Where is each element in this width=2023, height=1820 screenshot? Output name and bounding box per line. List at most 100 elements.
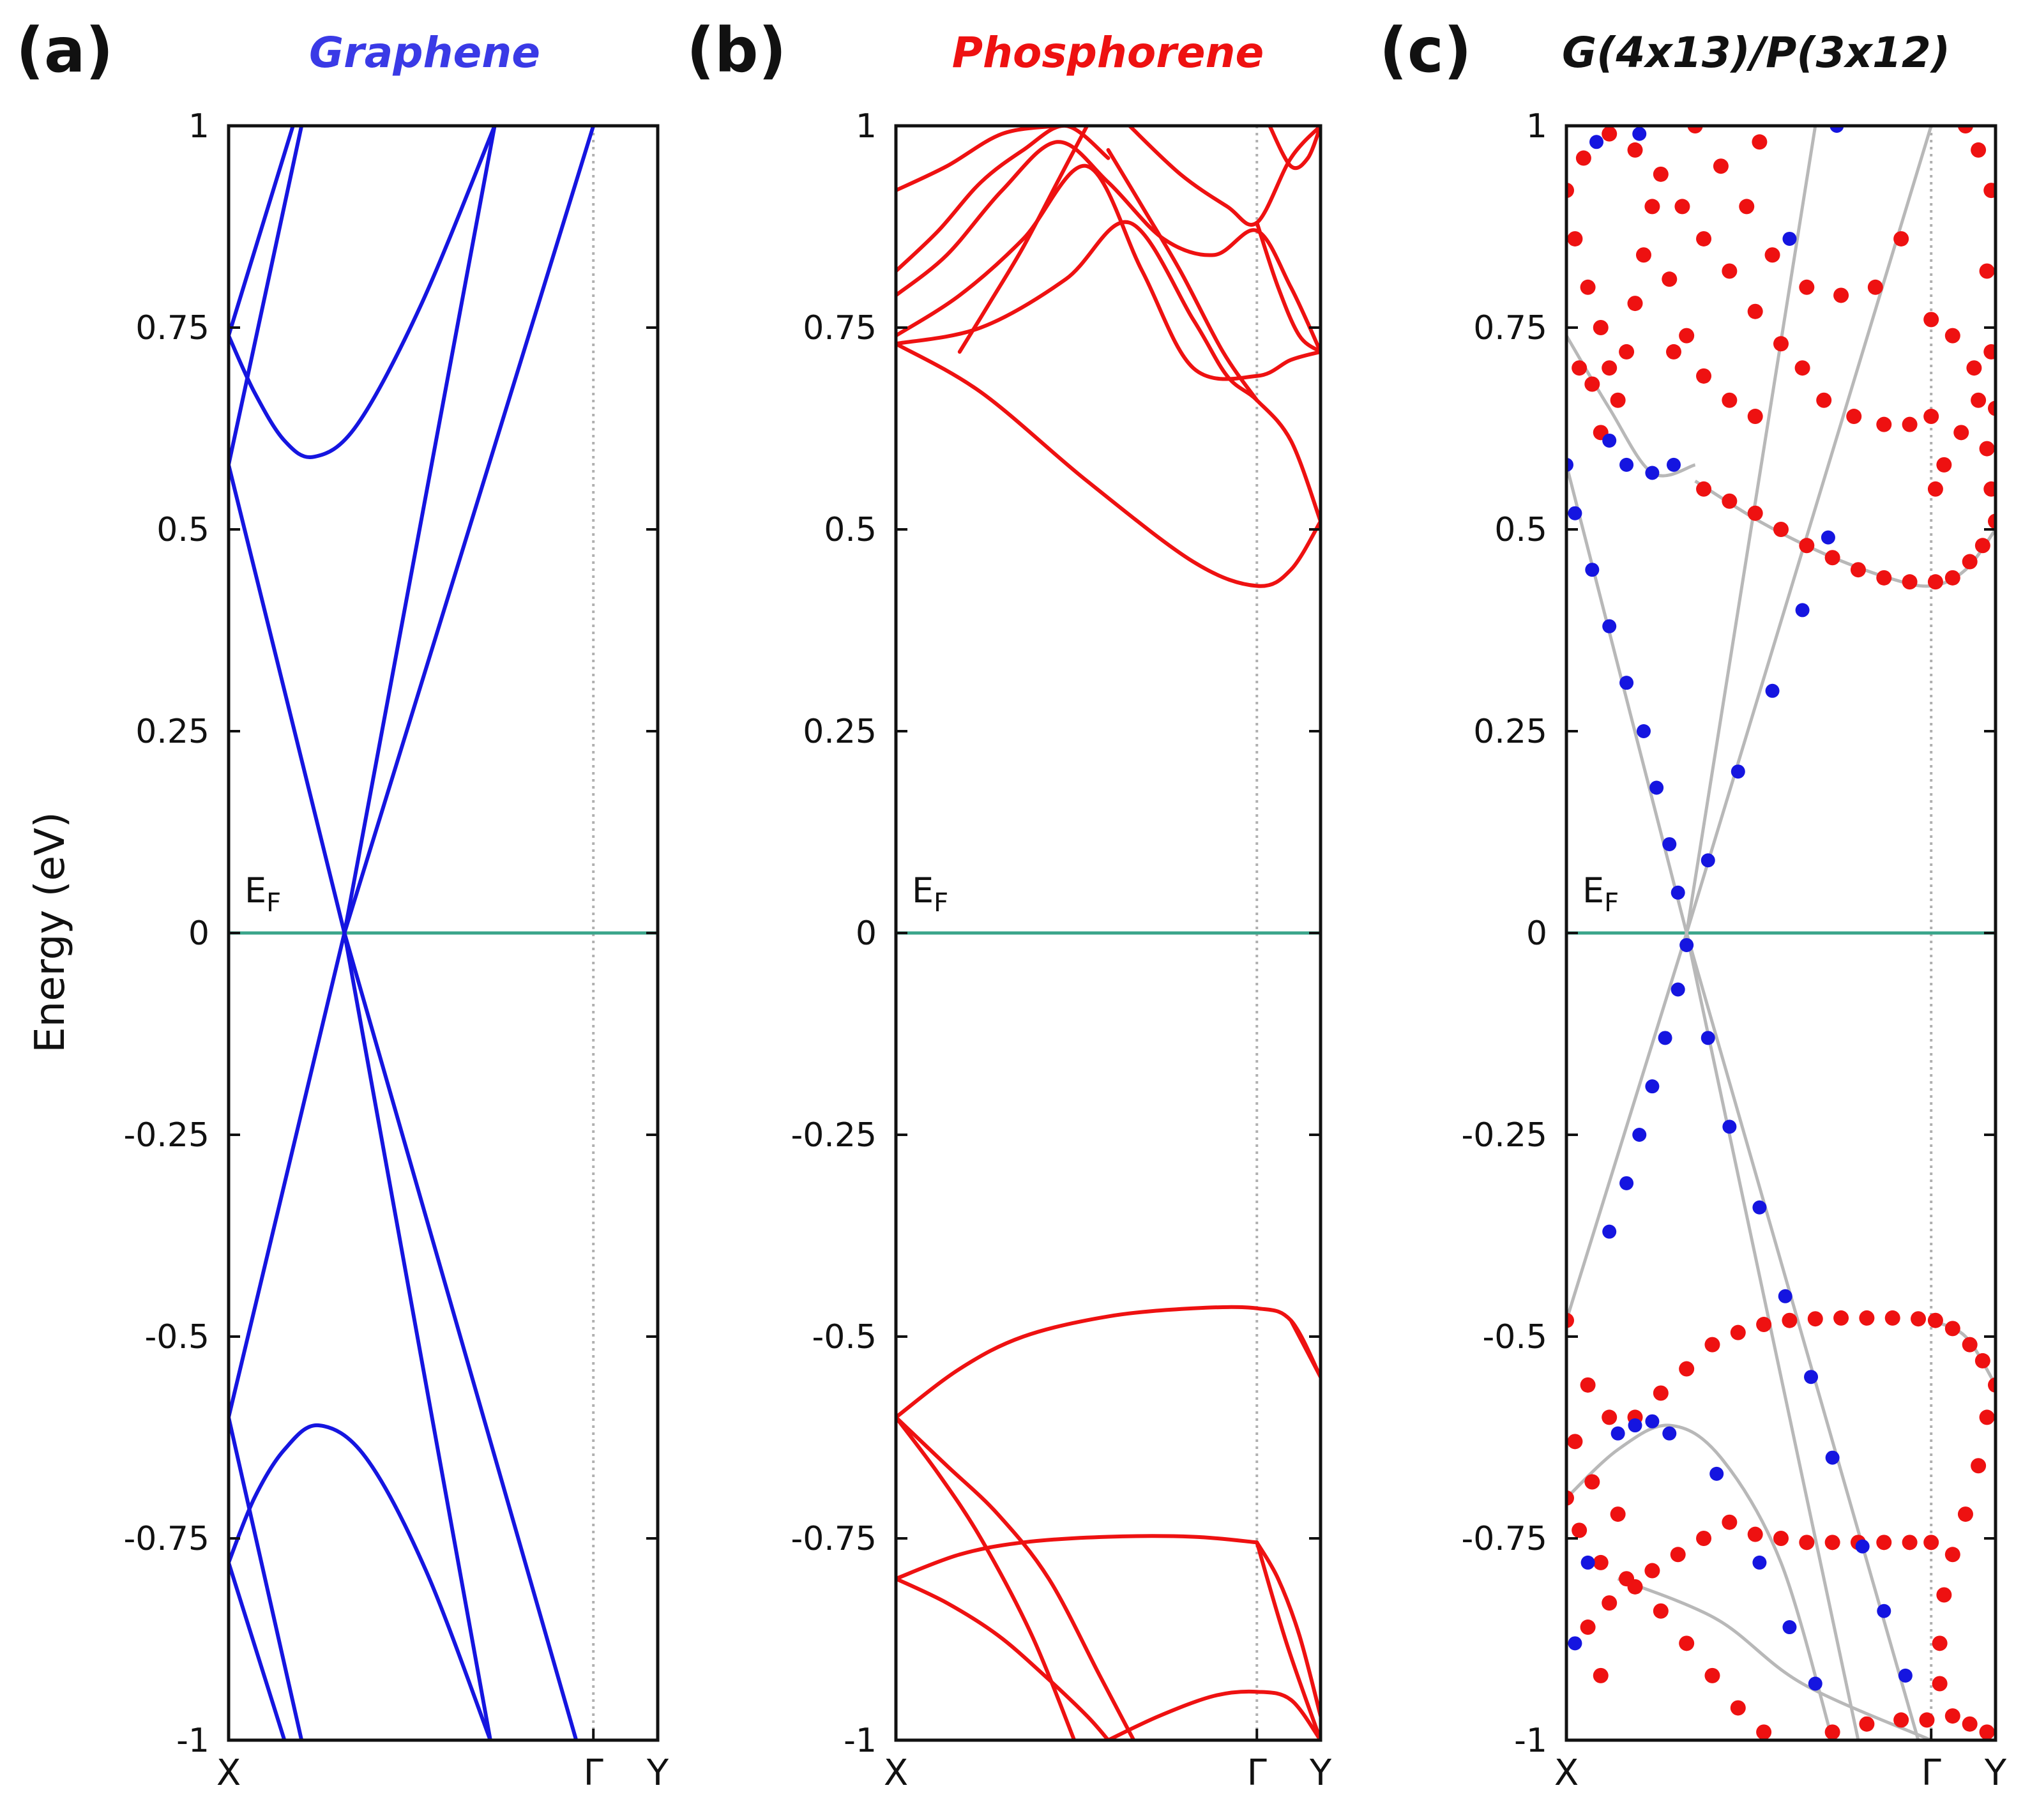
graphene-point-4: [1619, 676, 1634, 690]
phosphorene-point-35: [1773, 336, 1789, 352]
phosphorene-point-95: [1944, 1547, 1960, 1563]
phosphorene-point-34: [1794, 360, 1810, 376]
phosphorene-point-10: [1944, 570, 1960, 586]
ytick-label: -0.75: [123, 1520, 209, 1558]
graphene-point-28: [1877, 1604, 1891, 1618]
phosphorene-point-125: [1756, 1724, 1772, 1740]
phosphorene-point-82: [1807, 1311, 1823, 1327]
panel-a-title: Graphene: [309, 28, 540, 77]
phosphorene-point-51: [1627, 296, 1643, 312]
phosphorene-point-113: [1644, 1563, 1660, 1579]
band-line-band-5: [229, 126, 304, 467]
plot-area: [896, 126, 1321, 1740]
graphene-point-0: [1566, 457, 1573, 472]
ytick-label: -0.25: [1461, 1116, 1547, 1155]
band-line-6: [1694, 480, 1996, 588]
phosphorene-point-33: [1816, 392, 1832, 408]
panel-a-letter: (a): [16, 15, 114, 86]
band-line-cb-8: [957, 126, 1089, 354]
phosphorene-point-0: [1696, 481, 1712, 497]
phosphorene-point-127: [1859, 1716, 1875, 1732]
graphene-point-38: [1709, 1466, 1724, 1481]
graphene-point-25: [1804, 1370, 1819, 1384]
ytick-label: 0.25: [135, 713, 209, 751]
kpoint-label: Γ: [1247, 1752, 1267, 1794]
phosphorene-point-86: [1911, 1311, 1927, 1327]
phosphorene-point-14: [1983, 481, 1996, 497]
phosphorene-point-124: [1730, 1700, 1746, 1716]
graphene-point-12: [1645, 1079, 1660, 1094]
phosphorene-point-12: [1974, 538, 1990, 554]
phosphorene-point-4: [1799, 538, 1815, 554]
band-line-vb-1: [896, 1305, 1321, 1420]
graphene-point-45: [1632, 126, 1647, 141]
graphene-point-22: [1722, 1119, 1737, 1134]
phosphorene-point-112: [1670, 1547, 1686, 1563]
phosphorene-point-53: [1644, 199, 1660, 215]
ytick-label: 1: [1526, 107, 1547, 146]
phosphorene-point-62: [1713, 158, 1729, 174]
phosphorene-point-108: [1773, 1531, 1789, 1546]
phosphorene-point-66: [1833, 287, 1849, 303]
phosphorene-point-43: [1575, 150, 1591, 166]
ytick-label: -1: [844, 1722, 877, 1760]
ytick-label: 0.5: [156, 511, 209, 549]
graphene-point-16: [1701, 853, 1715, 868]
graphene-point-15: [1602, 1224, 1617, 1239]
graphene-point-11: [1658, 1031, 1672, 1045]
band-line-cb-3: [896, 163, 1321, 381]
phosphorene-point-78: [1704, 1337, 1720, 1353]
phosphorene-point-102: [1923, 1535, 1939, 1551]
phosphorene-point-16: [1971, 392, 1987, 408]
phosphorene-point-13: [1988, 513, 1996, 529]
phosphorene-point-129: [1919, 1712, 1935, 1728]
graphene-point-7: [1662, 837, 1677, 851]
phosphorene-point-21: [1923, 312, 1939, 328]
phosphorene-point-25: [1983, 344, 1996, 360]
phosphorene-point-18: [1936, 457, 1952, 473]
phosphorene-point-106: [1824, 1535, 1840, 1551]
band-line-band-4: [229, 1423, 492, 1740]
phosphorene-point-126: [1824, 1724, 1840, 1740]
phosphorene-point-94: [1957, 1506, 1973, 1522]
phosphorene-point-101: [1979, 1724, 1995, 1740]
band-line-vb-5: [1255, 1540, 1321, 1718]
graphene-point-42: [1568, 1636, 1582, 1651]
ytick-label: 1: [188, 107, 209, 146]
band-line-band-1: [229, 462, 492, 1740]
graphene-point-46: [1830, 126, 1844, 133]
phosphorene-point-130: [1567, 1434, 1583, 1450]
ytick-label: 0.75: [135, 309, 209, 347]
graphene-point-17: [1731, 764, 1745, 779]
phosphorene-point-45: [1567, 231, 1583, 246]
band-line-7: [1930, 1319, 1996, 1386]
ytick-label: 0.75: [1473, 309, 1547, 347]
kpoint-label: Y: [1984, 1752, 2007, 1794]
fermi-label: EF: [1582, 870, 1619, 918]
band-line-cb-2: [896, 220, 1321, 524]
phosphorene-point-60: [1584, 376, 1600, 392]
panel-phosphorene: EF 1 0.75 0.5 0.25 0 -0.25 -0.5 -0.75 -1X Γ Y: [791, 107, 1331, 1794]
ytick-label: 0: [1526, 914, 1547, 953]
phosphorene-point-77: [1679, 1361, 1695, 1377]
graphene-point-39: [1752, 1555, 1767, 1570]
ytick-label: 0: [188, 914, 209, 953]
ytick-label: 0.5: [1494, 511, 1547, 549]
band-line-vb-7: [1106, 1689, 1321, 1740]
graphene-point-31: [1619, 457, 1634, 472]
phosphorene-point-65: [1799, 279, 1815, 295]
phosphorene-point-103: [1902, 1535, 1918, 1551]
phosphorene-point-117: [1566, 1490, 1574, 1506]
phosphorene-point-7: [1876, 570, 1892, 586]
phosphorene-point-15: [1979, 441, 1995, 457]
phosphorene-point-96: [1936, 1587, 1952, 1603]
phosphorene-point-19: [1927, 481, 1943, 497]
kpoint-label: Y: [646, 1752, 669, 1794]
graphene-point-47: [1782, 231, 1797, 246]
phosphorene-point-55: [1679, 328, 1695, 344]
band-line-cb-6: [896, 126, 1059, 193]
band-line-1: [1566, 126, 1817, 1321]
phosphorene-point-84: [1859, 1310, 1875, 1326]
graphene-point-43: [1580, 1555, 1595, 1570]
phosphorene-point-2: [1747, 505, 1763, 521]
